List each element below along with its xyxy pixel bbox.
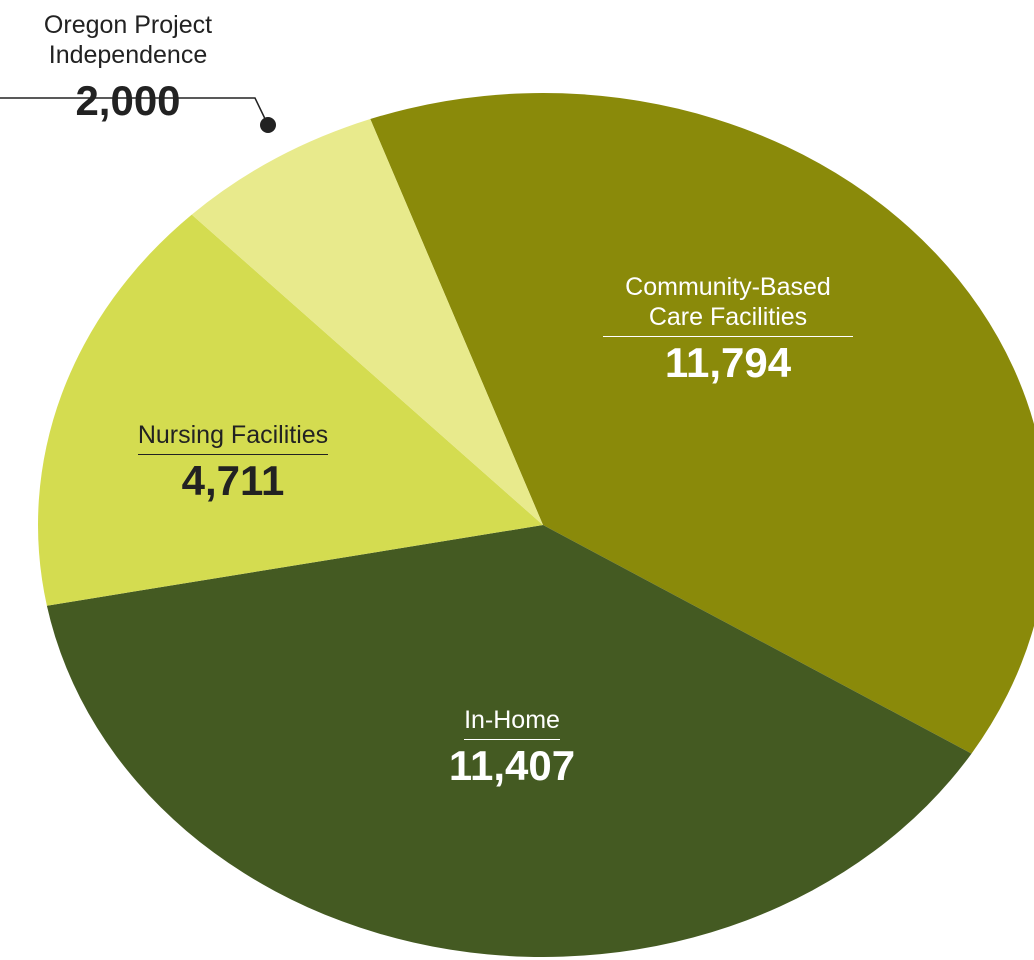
slice-label: Oregon Project Independence 2,000 [28,10,228,127]
slice-label: In-Home 11,407 [387,705,637,792]
pie-slice [191,119,543,525]
value-label: 11,794 [664,339,792,386]
category-label: Nursing Facilities [137,420,329,455]
category-label: In-Home [464,705,560,740]
slice-label: Community-Based Care Facilities 11,794 [603,272,853,389]
slice-label: Nursing Facilities 4,711 [73,420,393,507]
value-label: 11,407 [448,742,576,789]
value-label: 2,000 [75,77,181,124]
category-label: Community-Based Care Facilities [603,272,853,337]
value-label: 4,711 [181,457,285,504]
pie-slice [46,525,972,957]
slices [38,93,1034,957]
pie-slice [38,214,543,606]
leader-line [0,97,269,126]
pie-slice [370,93,1034,754]
leader-dot [260,117,276,133]
category-label: Oregon Project Independence [43,11,213,69]
